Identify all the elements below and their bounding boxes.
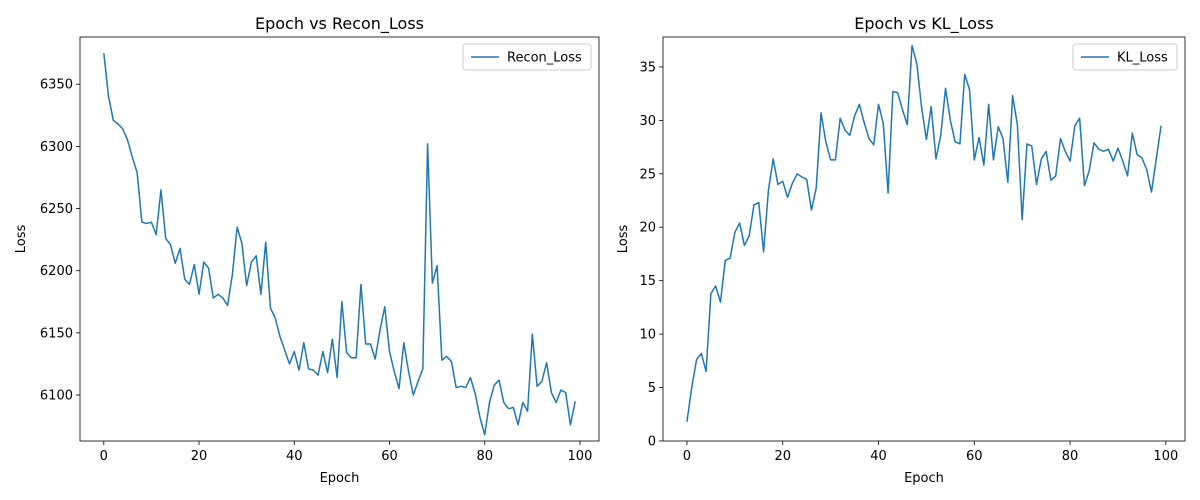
y-tick-label: 15 [639,274,656,289]
x-tick-label: 100 [568,449,593,464]
x-tick-label: 60 [966,449,983,464]
y-tick-label: 6200 [40,264,73,279]
y-tick-label: 6100 [40,389,73,404]
x-axis-label: Epoch [904,471,944,486]
y-tick-label: 6350 [40,78,73,93]
x-tick-label: 40 [286,449,303,464]
kl-loss-panel: Epoch vs KL_Loss 0 20 40 60 80 100 0 5 10 15 20 25 30… [616,14,1186,486]
legend: Recon_Loss [462,43,592,71]
legend-label: Recon_Loss [507,51,582,66]
x-tick-label: 20 [774,449,791,464]
y-tick-label: 35 [639,60,656,75]
y-tick-label: 30 [639,114,656,129]
recon-loss-panel: Epoch vs Recon_Loss 0 20 40 60 80 100 6100 6150 6… [14,14,600,486]
y-tick-label: 0 [648,435,656,450]
y-tick-label: 6150 [40,326,73,341]
plot-frame [662,36,1186,442]
x-tick-label: 100 [1153,449,1178,464]
legend-box [1072,43,1178,71]
x-tick-label: 80 [1062,449,1079,464]
x-tick-label: 0 [100,449,108,464]
x-axis-label: Epoch [320,471,360,486]
y-axis-label: Loss [14,225,29,254]
y-tick-label: 5 [648,381,656,396]
x-tick-label: 80 [476,449,493,464]
y-tick-label: 25 [639,167,656,182]
x-tick-label: 40 [870,449,887,464]
legend: KL_Loss [1072,43,1178,71]
chart-title: Epoch vs KL_Loss [854,14,993,34]
legend-box [462,43,592,71]
chart-title: Epoch vs Recon_Loss [255,14,424,34]
legend-label: KL_Loss [1117,51,1168,66]
series-line-recon-loss [103,53,576,436]
plot-frame [79,36,600,442]
y-tick-label: 6300 [40,140,73,155]
y-tick-label: 6250 [40,202,73,217]
y-axis-label: Loss [616,225,631,254]
x-tick-label: 0 [683,449,691,464]
series-line-kl-loss [686,44,1162,422]
y-tick-label: 20 [639,221,656,236]
x-tick-label: 60 [381,449,398,464]
x-tick-label: 20 [191,449,208,464]
y-tick-label: 10 [639,328,656,343]
